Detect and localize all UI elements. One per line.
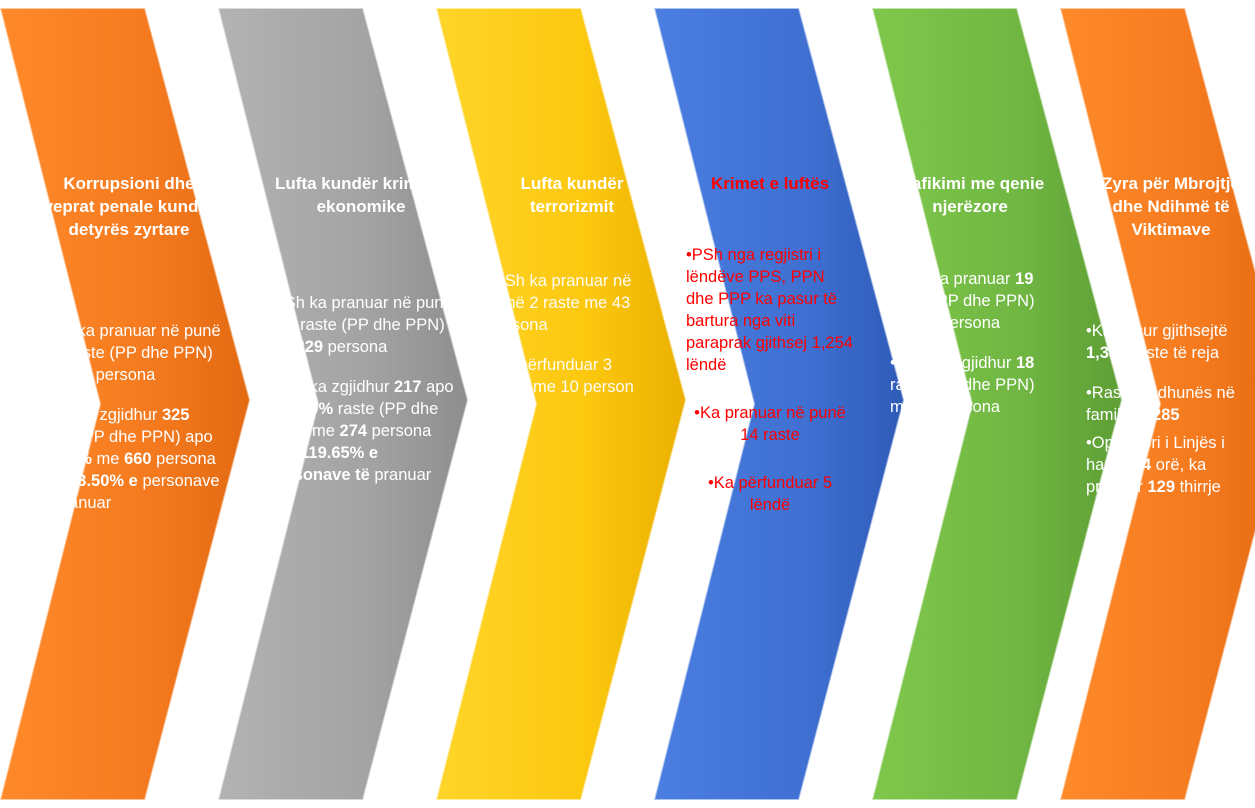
bold-value: 129 [1147, 478, 1175, 496]
bold-value: 217 [393, 378, 422, 396]
column-title: Lufta kundër krimeve ekonomike [275, 174, 447, 216]
bold-value: 442 [36, 344, 64, 362]
bold-value: 22 [917, 398, 936, 416]
bullet-text: •Ka përfunduar 3 lëndë me 10 person [488, 356, 634, 396]
column-title: Krimet e luftës [710, 174, 830, 193]
bullet-text: persona [935, 314, 1001, 332]
bullet-item: •PSh nga regjistri i lëndëve PPS, PPN dh… [686, 244, 854, 376]
bullet-text: •Ka pranuar në punë 14 raste [694, 404, 846, 444]
bullet-text: •PSh nga regjistri i lëndëve PPS, PPN dh… [686, 246, 853, 374]
bullet-item: •PSh ka zgjidhur 217 apo 109.59% raste (… [268, 376, 454, 486]
chevron-corruption [0, 7, 252, 801]
bold-value: 198 [268, 316, 296, 334]
bold-value: 73.53% [36, 450, 92, 468]
column-bullets: •PSh ka pranuar 19 raste (PP dhe PPN) me… [890, 268, 1050, 418]
bullet-text: pranuar [369, 466, 432, 484]
bullet-text: •PSh ka zgjidhur [36, 406, 162, 424]
bold-value: 229 [295, 338, 324, 356]
bullet-text: •Operatori i Linjës i hapur [1086, 434, 1225, 474]
bullet-text: raste (PP dhe PPN) me [36, 344, 213, 384]
bullet-item: •Operatori i Linjës i hapur 24 orë, ka p… [1086, 432, 1255, 498]
column-bullets: •PSh ka pranuar në punë 198 raste (PP dh… [268, 292, 454, 486]
bullet-text: •PSh ka pranuar në punë [36, 322, 221, 340]
bullet-item: •Raste të dhunës në familje 1,285 [1086, 382, 1255, 426]
chevron-economic-crimes [216, 7, 470, 801]
bold-value: 274 [339, 422, 368, 440]
bullet-text: persona apo [36, 450, 216, 490]
bullet-item: •PSh ka zgjidhur 18 raste (PP dhe PPN) m… [890, 352, 1050, 418]
bullet-text: •PSh ka pranuar [890, 270, 1016, 288]
column-title: Zyra për Mbrojtje dhe Ndihmë të Viktimav… [1102, 174, 1240, 239]
bullet-item: •PSh ka zgjidhur 325 raste (PP dhe PPN) … [36, 404, 222, 514]
column-bullets: •PSh ka pranuar në punë 442 raste (PP dh… [36, 320, 222, 514]
chevron-victims-office [1058, 7, 1255, 801]
bold-value: 19 [1015, 270, 1034, 288]
bold-value: 18 [1015, 354, 1035, 372]
bullet-text: raste (PP dhe PPN) me [890, 376, 1035, 416]
bullet-item: •Ka pranuar në punë 14 raste [686, 402, 854, 446]
bold-value: 325 [161, 406, 190, 424]
bold-value: 73.50% e [68, 472, 138, 490]
bold-value: 119.65% e personave të [268, 444, 379, 484]
bullet-text: •PSh ka zgjidhur [890, 354, 1016, 372]
bullet-text: •PSh ka zgjidhur [268, 378, 394, 396]
bold-value: 24 [1132, 456, 1152, 474]
bold-value: 660 [124, 450, 152, 468]
bullet-text: raste të reja [1127, 344, 1220, 362]
chevron-war-crimes [652, 7, 906, 801]
bullet-text: persona [323, 338, 388, 356]
chevron-terrorism [434, 7, 688, 801]
bullet-item: •Ka pasur gjithsejtë 1,385 raste të reja [1086, 320, 1255, 364]
column-title: Trafikimi me qenie njerëzore [895, 174, 1045, 216]
column-bullets: •PSh nga regjistri i lëndëve PPS, PPN dh… [686, 244, 854, 516]
column-title: Lufta kundër terrorizmit [520, 174, 624, 216]
bold-value: 24 [917, 314, 936, 332]
bullet-text: raste (PP dhe PPN) apo [36, 428, 213, 446]
bullet-text: persona [91, 366, 156, 384]
bullet-item: •Ka përfunduar 5 lëndë [686, 472, 854, 516]
bullet-text: orë, ka pranuar [1086, 456, 1207, 496]
bullet-text: raste (PP dhe PPN) me [268, 400, 439, 440]
bullet-item: •PSh ka pranuar në punë 442 raste (PP dh… [36, 320, 222, 386]
bullet-text: •Ka pasur gjithsejtë [1086, 322, 1228, 340]
bullet-text: me [91, 450, 125, 468]
bullet-text: raste (PP dhe PPN) me [268, 316, 445, 356]
bullet-item: •PSh ka pranuar në punë 2 raste me 43 pe… [488, 270, 656, 336]
chevron-trafficking [870, 7, 1124, 801]
bold-value: 109.59% [268, 400, 334, 418]
bullet-item: •PSh ka pranuar në punë 198 raste (PP dh… [268, 292, 454, 358]
bold-value: 898 [63, 366, 92, 384]
bullet-text: •PSh ka pranuar në punë [268, 294, 453, 312]
bullet-text: •Ka përfunduar 5 lëndë [707, 474, 833, 514]
bullet-text: •Raste të dhunës në familje [1086, 384, 1235, 424]
bullet-text: apo [421, 378, 454, 396]
bullet-text: persona apo [268, 422, 432, 462]
column-bullets: •Ka pasur gjithsejtë 1,385 raste të reja… [1086, 320, 1255, 498]
column-title: Korrupsioni dhe veprat penale kundër det… [43, 174, 215, 239]
bold-value: 1,285 [1138, 406, 1180, 424]
bullet-text: personave të pranuar [36, 472, 220, 512]
column-bullets: •PSh ka pranuar në punë 2 raste me 43 pe… [488, 270, 656, 398]
bullet-text: raste (PP dhe PPN) me [890, 292, 1035, 332]
bold-value: 1,385 [1086, 344, 1128, 362]
bullet-text: •PSh ka pranuar në punë 2 raste me 43 pe… [488, 272, 632, 334]
bullet-item: •PSh ka pranuar 19 raste (PP dhe PPN) me… [890, 268, 1050, 334]
bullet-text: thirrje [1175, 478, 1221, 496]
bullet-text: persona [935, 398, 1001, 416]
bullet-item: •Ka përfunduar 3 lëndë me 10 person [488, 354, 656, 398]
